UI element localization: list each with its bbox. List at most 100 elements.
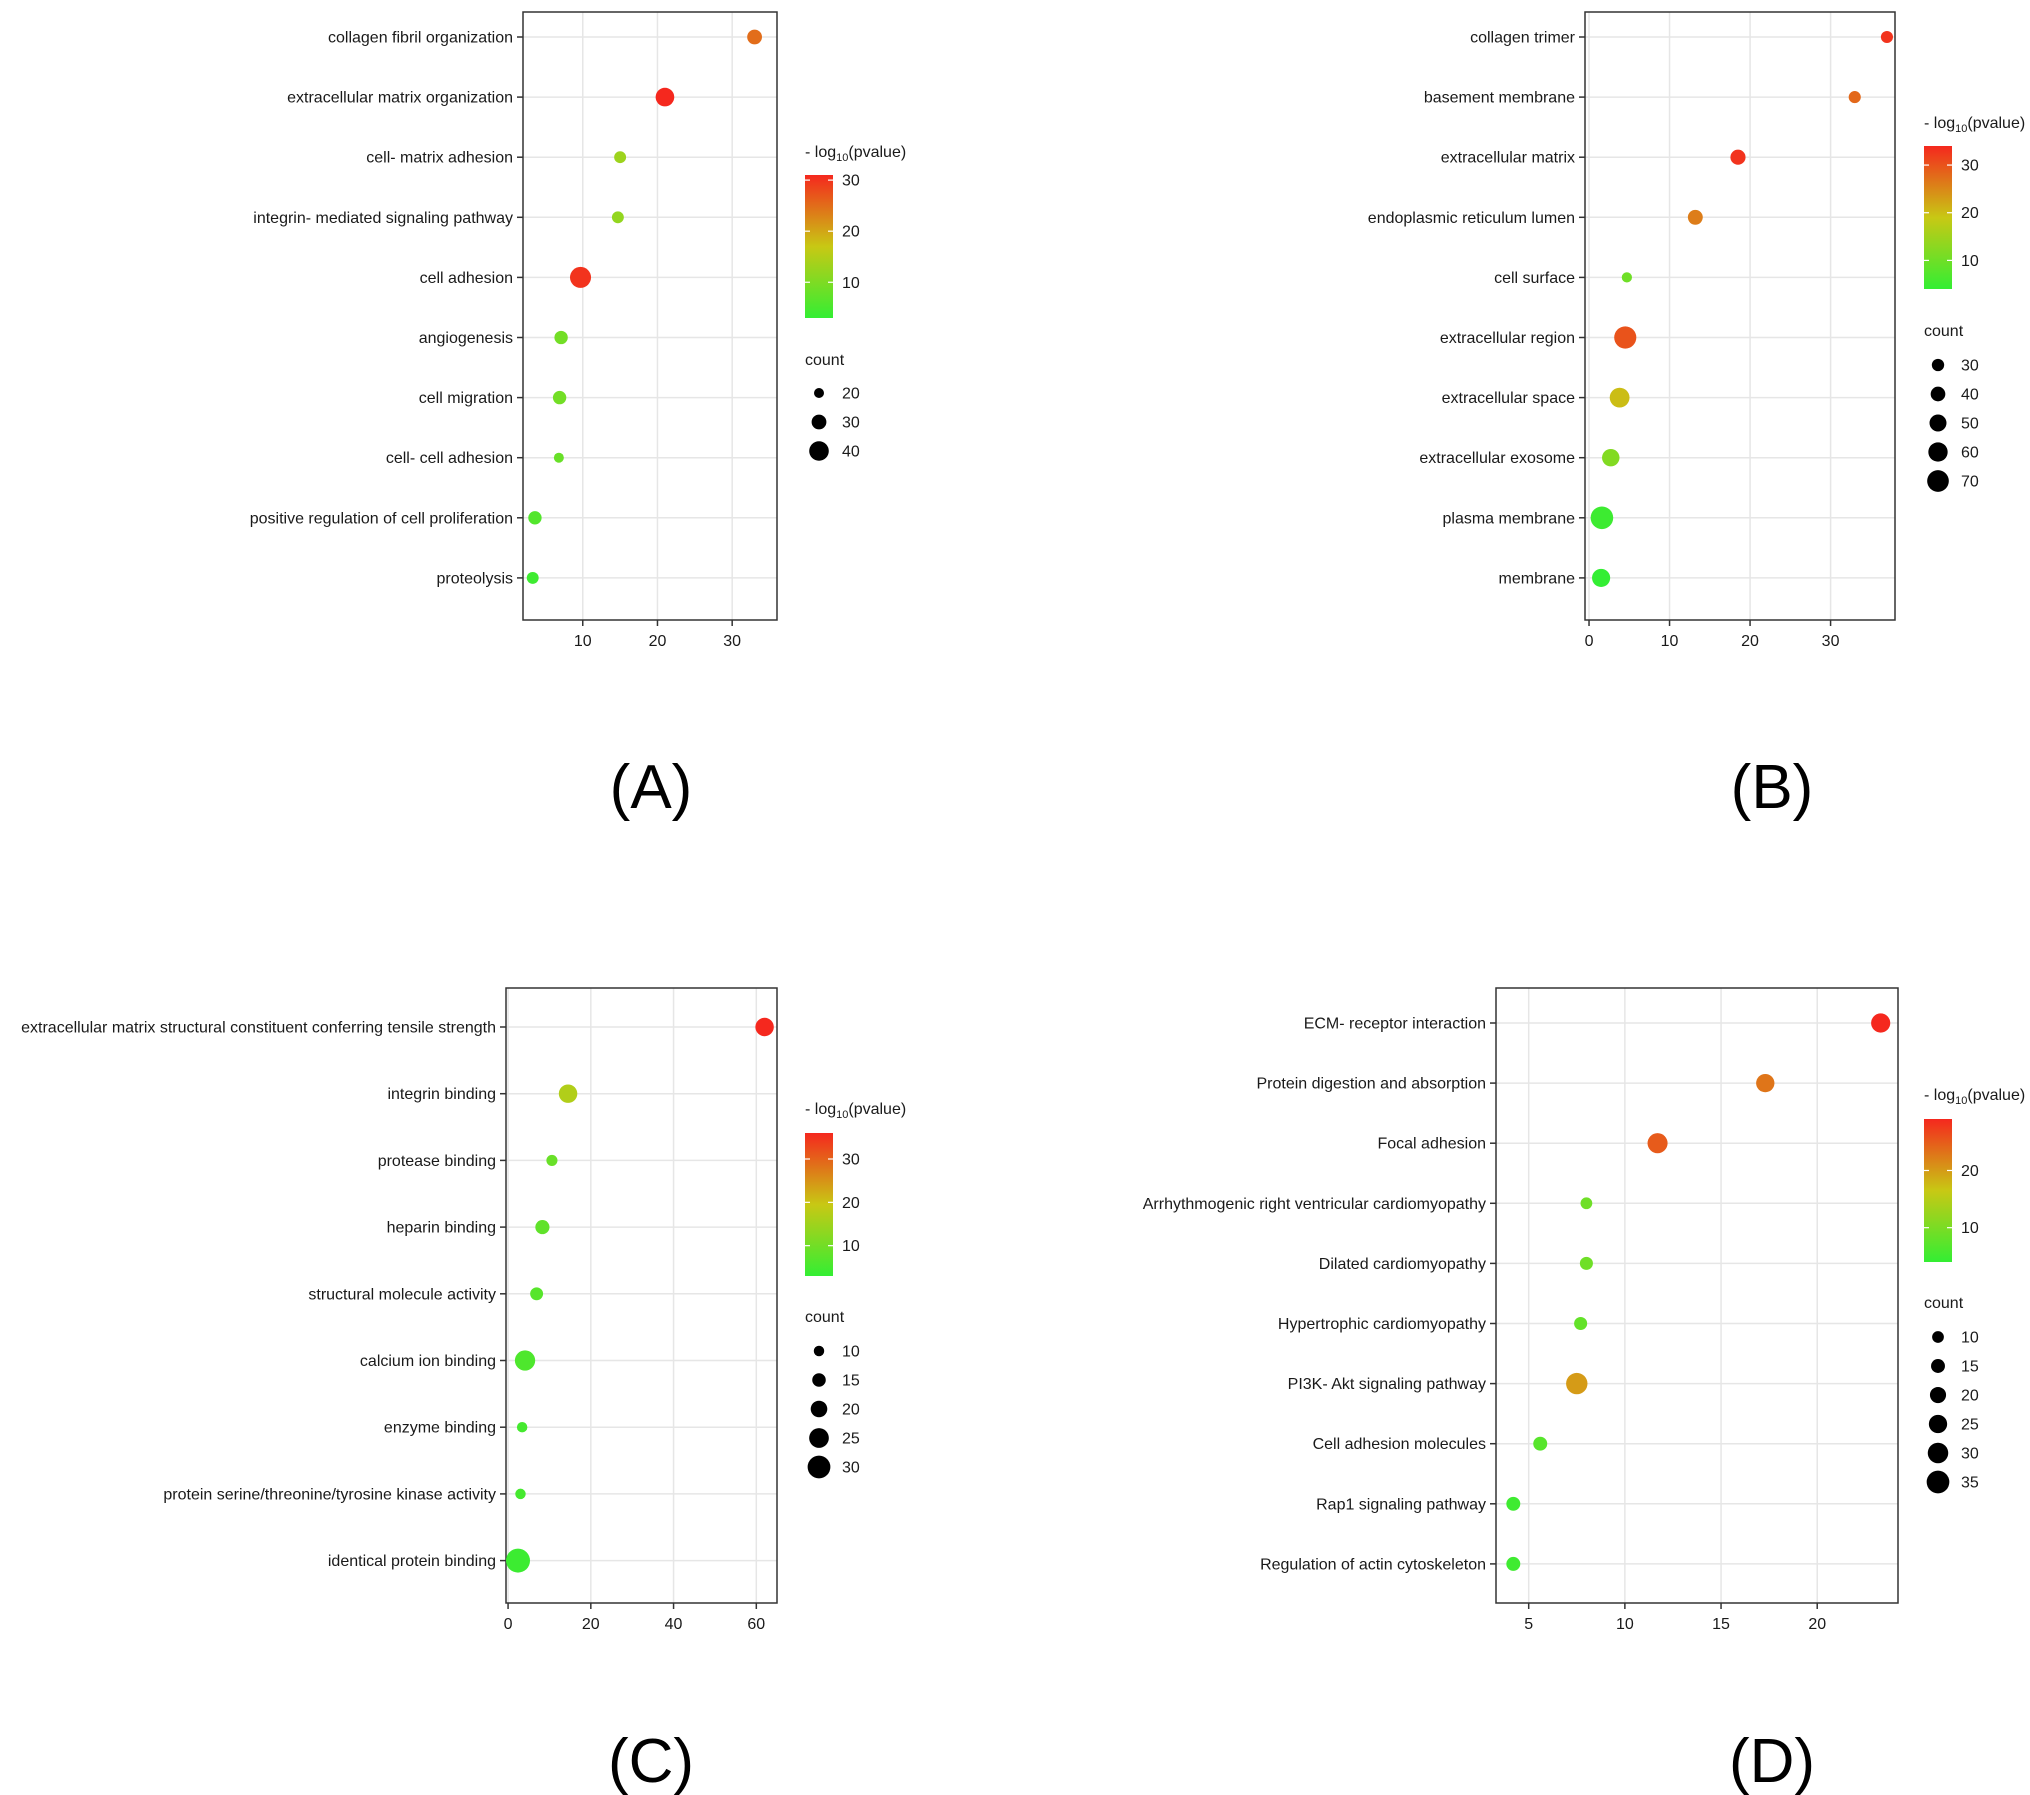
size-legend-dot — [1928, 442, 1948, 462]
data-point — [1730, 149, 1746, 165]
size-legend-label: 70 — [1961, 474, 1979, 491]
size-legend-dot — [809, 441, 829, 461]
term-label: angiogenesis — [419, 330, 513, 347]
size-legend-dot — [1930, 386, 1946, 402]
x-tick-label: 0 — [504, 1616, 513, 1633]
plot-frame — [1495, 987, 1899, 1604]
size-legend-dot — [1932, 1331, 1944, 1343]
size-legend-dot — [1926, 1470, 1950, 1494]
term-label: integrin binding — [387, 1086, 496, 1103]
term-label: Arrhythmogenic right ventricular cardiom… — [1143, 1196, 1486, 1213]
term-label: enzyme binding — [384, 1420, 496, 1437]
term-label: identical protein binding — [328, 1553, 496, 1570]
color-scale-label: 20 — [1961, 205, 1979, 222]
x-tick-label: 15 — [1712, 1616, 1730, 1633]
data-point — [747, 29, 762, 45]
size-legend-label: 40 — [1961, 387, 1979, 404]
x-tick-label: 10 — [1661, 633, 1679, 650]
size-legend-label: 40 — [842, 444, 860, 461]
data-point — [514, 1350, 536, 1371]
size-legend-dot — [814, 388, 824, 398]
term-label: extracellular space — [1442, 390, 1576, 407]
data-point — [1880, 30, 1893, 44]
color-legend-title: - log10(pvalue) — [1924, 115, 2025, 135]
color-legend-title: - log10(pvalue) — [805, 1101, 906, 1121]
x-tick-label: 10 — [1616, 1616, 1634, 1633]
term-label: calcium ion binding — [360, 1353, 496, 1370]
panel-label: (B) — [1731, 753, 1814, 822]
data-point — [1574, 1316, 1588, 1331]
bubble-chart-panel: 0 20 40 60 extracellular matrix structural c… — [21, 987, 906, 1795]
bubble-chart-panel: 5 10 15 20 ECM- receptor interaction Protein … — [1143, 987, 2025, 1795]
color-scale-label: 10 — [842, 1238, 860, 1255]
x-tick-label: 40 — [665, 1616, 683, 1633]
term-label: extracellular matrix — [1441, 150, 1575, 167]
color-scale-bar — [805, 1133, 833, 1276]
size-legend-label: 15 — [842, 1373, 860, 1390]
term-label: PI3K- Akt signaling pathway — [1288, 1376, 1486, 1393]
color-legend-title: - log10(pvalue) — [1924, 1087, 2025, 1107]
term-label: cell surface — [1494, 270, 1575, 287]
x-tick-label: 20 — [1808, 1616, 1826, 1633]
x-tick-label: 30 — [723, 633, 741, 650]
term-label: Protein digestion and absorption — [1257, 1076, 1487, 1093]
color-scale-label: 20 — [842, 224, 860, 241]
panel-label: (C) — [608, 1727, 694, 1795]
x-tick-label: 60 — [747, 1616, 765, 1633]
data-point — [614, 151, 627, 164]
data-point — [1506, 1556, 1521, 1571]
term-label: extracellular matrix structural constitu… — [21, 1020, 496, 1037]
x-tick-label: 20 — [1741, 633, 1759, 650]
term-label: structural molecule activity — [308, 1286, 496, 1303]
term-label: Rap1 signaling pathway — [1316, 1496, 1486, 1513]
size-legend-label: 10 — [1961, 1330, 1979, 1347]
x-tick-label: 30 — [1822, 633, 1840, 650]
size-legend-title: count — [1924, 323, 1964, 340]
data-point — [553, 452, 564, 463]
color-scale-bar — [1924, 1119, 1952, 1262]
size-legend-dot — [1929, 1386, 1947, 1404]
plot-frame — [505, 987, 778, 1604]
color-scale-label: 20 — [1961, 1163, 1979, 1180]
size-legend-dot — [811, 414, 827, 430]
size-legend-label: 35 — [1961, 1475, 1979, 1492]
data-point — [1590, 506, 1614, 530]
data-point — [755, 1017, 774, 1037]
x-tick-label: 0 — [1585, 633, 1594, 650]
term-label: basement membrane — [1424, 90, 1575, 107]
size-legend-dot — [807, 1455, 831, 1479]
data-point — [1756, 1073, 1775, 1093]
x-tick-label: 5 — [1524, 1616, 1533, 1633]
data-point — [546, 1154, 558, 1166]
bubble-chart-panel: 0 10 20 30 collagen trimer basement membrane e… — [1368, 11, 2025, 822]
term-label: Hypertrophic cardiomyopathy — [1278, 1316, 1486, 1333]
color-scale-label: 10 — [1961, 253, 1979, 270]
data-point — [530, 1287, 544, 1301]
term-label: Dilated cardiomyopathy — [1319, 1256, 1486, 1273]
x-tick-label: 10 — [574, 633, 592, 650]
data-point — [1506, 1496, 1521, 1511]
term-label: collagen trimer — [1470, 30, 1576, 47]
data-point — [1614, 326, 1637, 349]
data-point — [515, 1488, 526, 1500]
term-label: ECM- receptor interaction — [1304, 1016, 1486, 1033]
color-scale-bar — [1924, 146, 1952, 289]
data-point — [1687, 209, 1703, 225]
term-label: endoplasmic reticulum lumen — [1368, 210, 1575, 227]
term-label: collagen fibril organization — [328, 30, 513, 47]
panel-label: (D) — [1729, 1727, 1815, 1795]
size-legend-dot — [810, 1400, 828, 1418]
data-point — [552, 390, 567, 405]
size-legend-label: 30 — [1961, 358, 1979, 375]
data-point — [516, 1421, 528, 1433]
size-legend-dot — [1931, 358, 1945, 372]
data-point — [1579, 1256, 1593, 1270]
term-label: integrin- mediated signaling pathway — [253, 210, 513, 227]
size-legend-label: 15 — [1961, 1359, 1979, 1376]
data-point — [1592, 568, 1611, 587]
data-point — [655, 87, 675, 107]
size-legend-title: count — [1924, 1295, 1964, 1312]
size-legend-dot — [813, 1345, 825, 1357]
term-label: extracellular matrix organization — [287, 90, 513, 107]
size-legend-dot — [1931, 1359, 1945, 1373]
